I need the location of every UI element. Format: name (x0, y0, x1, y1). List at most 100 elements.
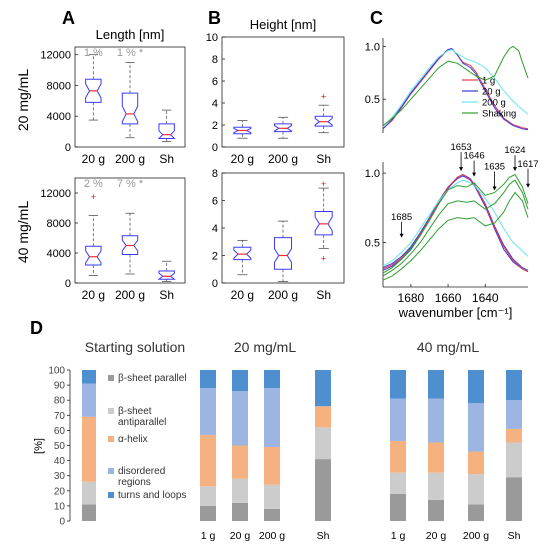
x-tick-label: 1 g (391, 530, 406, 542)
legend-label-line: β-sheet (118, 406, 152, 417)
bar-segment-4 (390, 370, 406, 399)
x-tick-label: 200 g (115, 152, 145, 166)
bar-segment-3 (82, 383, 96, 417)
legend-label: 1 g (482, 76, 495, 87)
box-200g (273, 220, 293, 283)
x-tick-label: 20 g (426, 530, 447, 542)
y-tick-label: 4 (212, 223, 218, 235)
box-200g (273, 116, 293, 139)
box-notch (233, 246, 252, 261)
bar-segment-2 (315, 406, 331, 428)
y-tick-label: 30 (54, 471, 66, 482)
bar-segment-4 (82, 370, 96, 384)
legend-swatch (108, 468, 114, 474)
bar-segment-3 (232, 391, 248, 446)
box-20g (233, 120, 252, 139)
y-tick-label: 6 (212, 76, 218, 88)
bar-segment-4 (232, 370, 248, 392)
percent-annotation: 1 % * (117, 47, 144, 59)
series-line-green-2 (382, 179, 529, 277)
y-tick-label: 4 (212, 98, 218, 110)
y-tick-label: 0 (59, 517, 65, 528)
legend-label: α-helix (118, 434, 148, 445)
box-notch (314, 211, 333, 236)
bar-segment-2 (200, 434, 216, 487)
peak-arrowhead (492, 186, 497, 191)
box-20g: + (85, 192, 102, 276)
legend-label-line: antiparallel (118, 417, 166, 428)
bar-group-0: Starting solution (82, 339, 185, 521)
series-line-green-1 (382, 173, 529, 274)
group-title: Starting solution (85, 339, 185, 355)
box-Sh: ++ (314, 179, 333, 263)
box-20g (85, 54, 102, 121)
y-tick-label: 0 (65, 278, 71, 290)
x-tick-label: 200 g (463, 530, 489, 542)
panel-label-b: B (208, 8, 221, 28)
bar-segment-1 (82, 481, 96, 505)
bar-segment-1 (468, 474, 484, 505)
boxplot-length-40: 0 4000 8000 12000 +20 g 200 g Sh 2 % 7 % * (40, 177, 186, 302)
bar-segment-4 (428, 370, 444, 399)
boxplot-length-20: 0 4000 8000 12000 Length [nm] 20 g 200 g Sh 1 % 1… (40, 27, 186, 166)
bar-segment-0 (468, 504, 484, 521)
y-tick-label: 12000 (40, 188, 71, 200)
y-tick-label: 0.5 (365, 238, 380, 250)
series-line-200-g (382, 49, 529, 128)
outlier-marker: + (91, 192, 96, 202)
box-Sh (157, 260, 176, 282)
box-20g (233, 239, 252, 276)
percent-annotation: 1 % (84, 47, 103, 59)
box-notch (157, 270, 176, 280)
bar-segment-4 (264, 370, 280, 389)
y-tick-label: 4000 (47, 248, 71, 260)
x-tick-label: Sh (316, 152, 331, 166)
peak-arrowhead (472, 172, 477, 177)
bar-segment-1 (506, 442, 522, 478)
y-tick-label: 1.0 (365, 41, 380, 53)
x-tick-label: 20 g (231, 152, 254, 166)
bar-segment-0 (82, 504, 96, 521)
bar-group-1: 20 mg/mL 1 g 20 g 200 g Sh (200, 339, 331, 542)
x-tick-label: 20 g (82, 152, 105, 166)
bar-segment-2 (428, 442, 444, 473)
y-tick-label: 8000 (47, 80, 71, 92)
legend-swatch (108, 375, 114, 381)
box-200g (121, 61, 139, 139)
y-tick-label: 8 (212, 168, 218, 180)
box-Sh (157, 109, 176, 143)
legend-label: β-sheet parallel (118, 373, 187, 384)
y-tick-label: 0 (212, 278, 218, 290)
peak-label: 1635 (484, 162, 505, 173)
y-tick-label: 8 (212, 54, 218, 66)
legend-label: turns and loops (118, 490, 186, 501)
group-title: 40 mg/mL (417, 339, 479, 355)
box-notch (157, 123, 176, 140)
y-tick-label: 1.0 (365, 168, 380, 180)
y-tick-label: 10 (206, 32, 218, 44)
y-tick-label: 4000 (47, 111, 71, 123)
y-tick-label: 40 (54, 456, 66, 467)
x-tick-label: Sh (508, 530, 521, 542)
y-tick-label: 12000 (40, 50, 71, 62)
x-tick-label: 20 g (231, 288, 254, 302)
plot-frame (221, 172, 345, 284)
x-tick-label: 20 g (82, 288, 105, 302)
bar-segment-4 (506, 370, 522, 401)
legend-label: β-sheet antiparallel (118, 406, 166, 428)
y-tick-label: 80 (54, 396, 66, 407)
peak-arrowhead (526, 183, 530, 188)
legend-label: 200 g (482, 98, 506, 109)
x-tick-label: Sh (159, 152, 174, 166)
box-notch (121, 92, 139, 125)
y-tick-label: 8000 (47, 218, 71, 230)
bar-segment-3 (506, 400, 522, 429)
bar-group-2: 40 mg/mL 1 g 20 g 200 g Sh (390, 339, 522, 542)
bar-segment-0 (506, 477, 522, 521)
y-tick-label: 10 (54, 501, 66, 512)
x-tick-label: 1 g (201, 530, 216, 542)
legend-label: 20 g (482, 87, 501, 98)
y-tick-label: 0.5 (365, 94, 380, 106)
